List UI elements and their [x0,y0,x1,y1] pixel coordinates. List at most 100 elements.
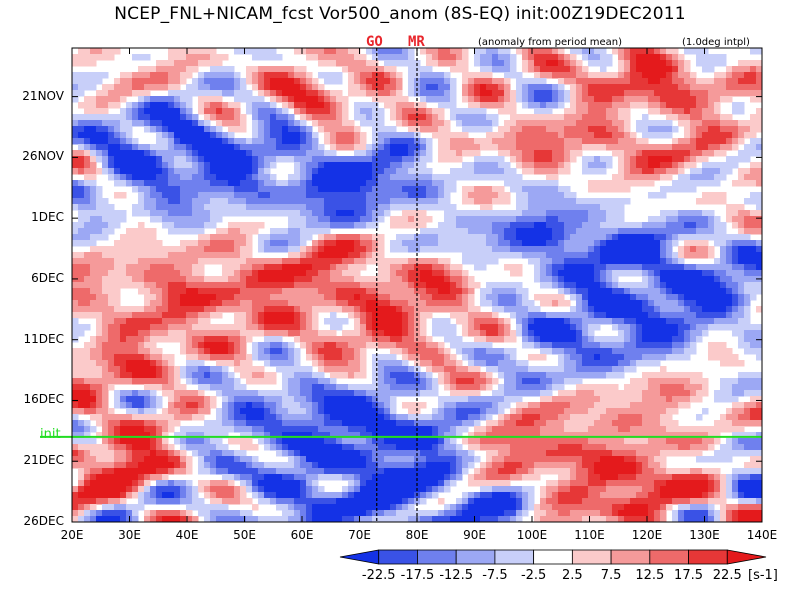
heatmap-cell [222,378,235,385]
heatmap-cell [594,354,601,361]
heatmap-cell [516,144,565,151]
heatmap-cell [246,480,253,487]
heatmap-cell [360,474,373,481]
heatmap-cell [72,276,85,283]
heatmap-cell [522,156,535,163]
heatmap-cell [672,258,679,265]
heatmap-cell [546,264,553,271]
heatmap-cell [180,408,199,415]
heatmap-cell [222,102,229,109]
heatmap-cell [186,492,193,499]
heatmap-cell [252,480,259,487]
heatmap-cell [228,198,247,205]
heatmap-cell [168,210,193,217]
heatmap-cell [498,162,511,169]
heatmap-cell [186,102,193,109]
heatmap-cell [402,210,427,217]
heatmap-cell [474,96,481,103]
heatmap-cell [222,474,235,481]
heatmap-cell [426,384,433,391]
heatmap-cell [702,114,721,121]
heatmap-cell [138,192,145,199]
heatmap-cell [648,126,673,133]
heatmap-cell [258,126,265,133]
heatmap-cell [366,300,379,307]
heatmap-cell [576,366,613,373]
heatmap-cell [612,270,643,277]
heatmap-cell [240,372,253,379]
heatmap-cell [450,504,457,511]
heatmap-cell [72,96,79,103]
heatmap-cell [108,336,121,343]
heatmap-cell [474,186,493,193]
heatmap-cell [462,78,469,85]
heatmap-cell [432,174,523,181]
heatmap-cell [138,474,145,481]
heatmap-cell [210,492,217,499]
heatmap-cell [696,456,733,463]
heatmap-cell [324,150,337,157]
heatmap-cell [588,468,595,475]
heatmap-cell [666,288,673,295]
heatmap-cell [114,306,145,313]
heatmap-cell [438,402,445,409]
heatmap-cell [456,378,475,385]
heatmap-cell [708,126,721,133]
heatmap-cell [684,60,691,67]
heatmap-cell [312,492,343,499]
heatmap-cell [438,258,451,265]
heatmap-cell [690,126,697,133]
heatmap-cell [438,234,487,241]
heatmap-cell [156,432,163,439]
colorbar-label: 2.5 [562,568,583,583]
heatmap-cell [264,360,271,367]
heatmap-cell [390,336,403,343]
heatmap-cell [210,516,217,523]
heatmap-cell [492,90,505,97]
heatmap-cell [684,222,697,229]
heatmap-cell [432,132,469,139]
heatmap-cell [564,138,583,145]
heatmap-cell [546,372,607,379]
colorbar-segment [378,549,418,565]
heatmap-cell [192,162,199,169]
heatmap-cell [552,150,565,157]
heatmap-cell [594,462,637,469]
heatmap-cell [252,120,259,127]
heatmap-cell [726,78,739,85]
heatmap-cell [720,444,733,451]
heatmap-cell [204,486,211,493]
heatmap-cell [204,120,211,127]
heatmap-cell [540,282,553,289]
heatmap-cell [660,504,667,511]
heatmap-cell [114,360,127,367]
heatmap-cell [252,432,265,439]
heatmap-cell [432,120,445,127]
heatmap-cell [660,78,673,85]
heatmap-cell [72,498,97,505]
heatmap-cell [102,48,121,55]
heatmap-cell [258,270,307,277]
heatmap-cell [204,516,211,523]
heatmap-cell [258,234,271,241]
heatmap-cell [756,402,763,409]
heatmap-cell [708,222,715,229]
heatmap-cell [474,198,493,205]
heatmap-cell [504,168,517,175]
heatmap-cell [612,504,625,511]
heatmap-cell [708,474,715,481]
heatmap-cell [120,174,127,181]
heatmap-cell [552,492,559,499]
heatmap-cell [420,270,433,277]
heatmap-cell [168,330,187,337]
x-tick-label: 100E [516,528,548,542]
heatmap-cell [270,444,277,451]
heatmap-cell [744,348,763,355]
heatmap-cell [186,510,193,517]
heatmap-cell [132,414,175,421]
heatmap-cell [414,234,439,241]
heatmap-cell [630,78,649,85]
heatmap-cell [438,102,457,109]
heatmap-cell [528,258,541,265]
heatmap-cell [132,390,139,397]
